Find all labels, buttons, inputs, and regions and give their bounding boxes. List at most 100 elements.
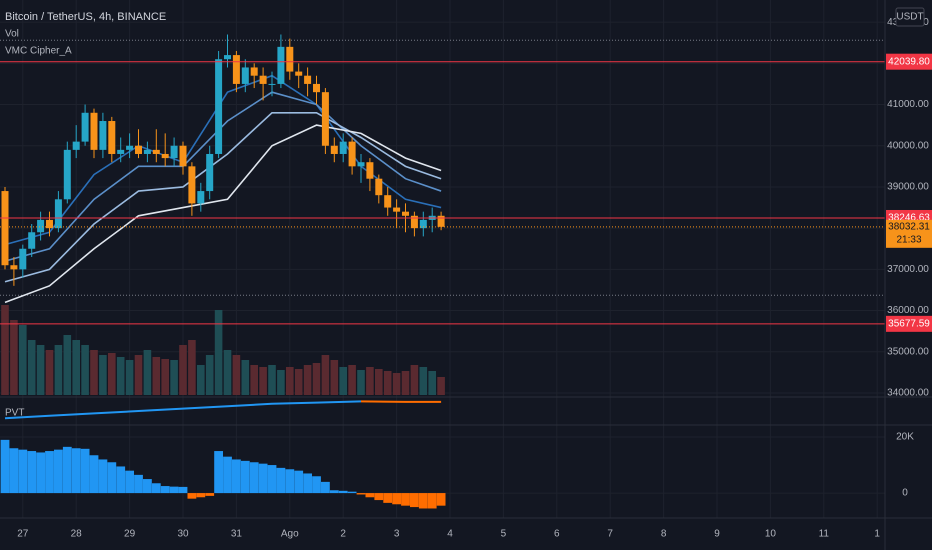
histogram-bar (160, 486, 170, 494)
volume-bar (19, 325, 27, 395)
candle-body (313, 83, 320, 93)
volume-bar (205, 355, 214, 395)
histogram-bar (374, 493, 384, 501)
histogram-bar (54, 449, 63, 494)
volume-bar (223, 350, 232, 395)
y-tick-label: 41000.00 (887, 99, 929, 110)
volume-bar (63, 335, 72, 395)
x-tick-label: 6 (554, 529, 560, 540)
candle-body (19, 248, 27, 270)
level-tag (886, 315, 932, 332)
volume-bar (437, 377, 445, 395)
candle-body (179, 145, 187, 167)
histogram-bar (240, 460, 250, 494)
volume-bar (321, 355, 330, 395)
histogram-bar (321, 481, 330, 494)
ribbon-line (4, 124, 442, 304)
level-label: 35677.59 (888, 318, 930, 329)
volume-bar (250, 365, 258, 395)
ribbon-line (4, 74, 442, 246)
x-tick-label: Ago (281, 529, 299, 540)
candle-body (366, 162, 374, 179)
histogram-bar (196, 493, 206, 498)
candle-body (410, 215, 418, 229)
candle-body (117, 149, 125, 154)
volume-bar (214, 310, 223, 395)
candle-body (286, 46, 294, 72)
last-price-tag (886, 219, 932, 248)
candle-body (259, 75, 267, 84)
candle-body (90, 112, 98, 150)
candle-body (277, 46, 285, 84)
candle-body (143, 149, 151, 154)
candle-body (250, 67, 258, 76)
volume-bar (286, 367, 294, 395)
candle-body (304, 75, 312, 84)
x-tick-label: 30 (177, 529, 189, 540)
volume-bar (303, 365, 312, 395)
candle-body (295, 71, 303, 76)
volume-bar (357, 370, 365, 395)
volume-bar (54, 345, 63, 395)
volume-bar (81, 345, 89, 395)
candle-body (206, 153, 214, 192)
indicator-label: PVT (5, 408, 24, 419)
candle-body (188, 166, 196, 204)
candle-body (241, 67, 249, 84)
histogram-bar (214, 451, 223, 494)
countdown-label: 21:33 (896, 234, 921, 245)
histogram-bar (62, 446, 72, 494)
candle-body (339, 141, 347, 154)
candle-body (152, 149, 160, 154)
candle-body (108, 121, 116, 154)
candle-body (402, 211, 409, 216)
volume-bar (90, 350, 98, 395)
volume-bar (72, 340, 80, 395)
x-tick-label: 27 (17, 529, 29, 540)
histogram-bar (249, 462, 259, 494)
histogram-bar (205, 493, 215, 496)
candle-body (419, 219, 427, 229)
histogram-bar (125, 470, 134, 494)
histogram-bar (0, 439, 10, 494)
volume-bar (170, 360, 178, 395)
y-tick-label: 34000.00 (887, 388, 929, 399)
volume-bar (1, 305, 9, 395)
volume-bar (410, 365, 419, 395)
x-tick-label: 4 (447, 529, 453, 540)
volume-bar (330, 360, 339, 395)
x-tick-label: 29 (124, 529, 136, 540)
histogram-bar (356, 493, 366, 495)
histogram-bar (151, 483, 161, 494)
volume-bar (45, 350, 54, 395)
volume-bar (188, 340, 196, 395)
volume-bar (108, 353, 116, 395)
pvt-line (4, 400, 362, 420)
candle-body (72, 141, 80, 150)
candle-body (37, 219, 45, 233)
x-tick-label: 31 (231, 529, 243, 540)
x-tick-label: 5 (501, 529, 507, 540)
histogram-bar (338, 490, 348, 494)
volume-bar (268, 365, 276, 395)
level-label: 42039.80 (888, 56, 930, 67)
volume-bar (383, 371, 392, 395)
ribbon-line (4, 111, 442, 283)
chart-title: Bitcoin / TetherUS, 4h, BINANCE (5, 11, 166, 23)
histogram-bar (71, 448, 81, 494)
histogram-bar (303, 473, 312, 494)
candle-body (81, 112, 89, 142)
volume-bar (277, 370, 285, 395)
x-tick-label: 1 (874, 529, 880, 540)
histogram-bar (436, 493, 446, 506)
histogram-bar (18, 449, 28, 494)
volume-bar (428, 371, 436, 395)
histogram-bar (285, 469, 295, 494)
currency-label[interactable]: USDT (896, 12, 923, 23)
currency-button[interactable] (895, 7, 925, 27)
x-tick-label: 11 (819, 529, 830, 540)
histogram-bar (223, 456, 232, 494)
candle-body (63, 149, 71, 200)
y-tick-label: 37000.00 (887, 264, 929, 275)
